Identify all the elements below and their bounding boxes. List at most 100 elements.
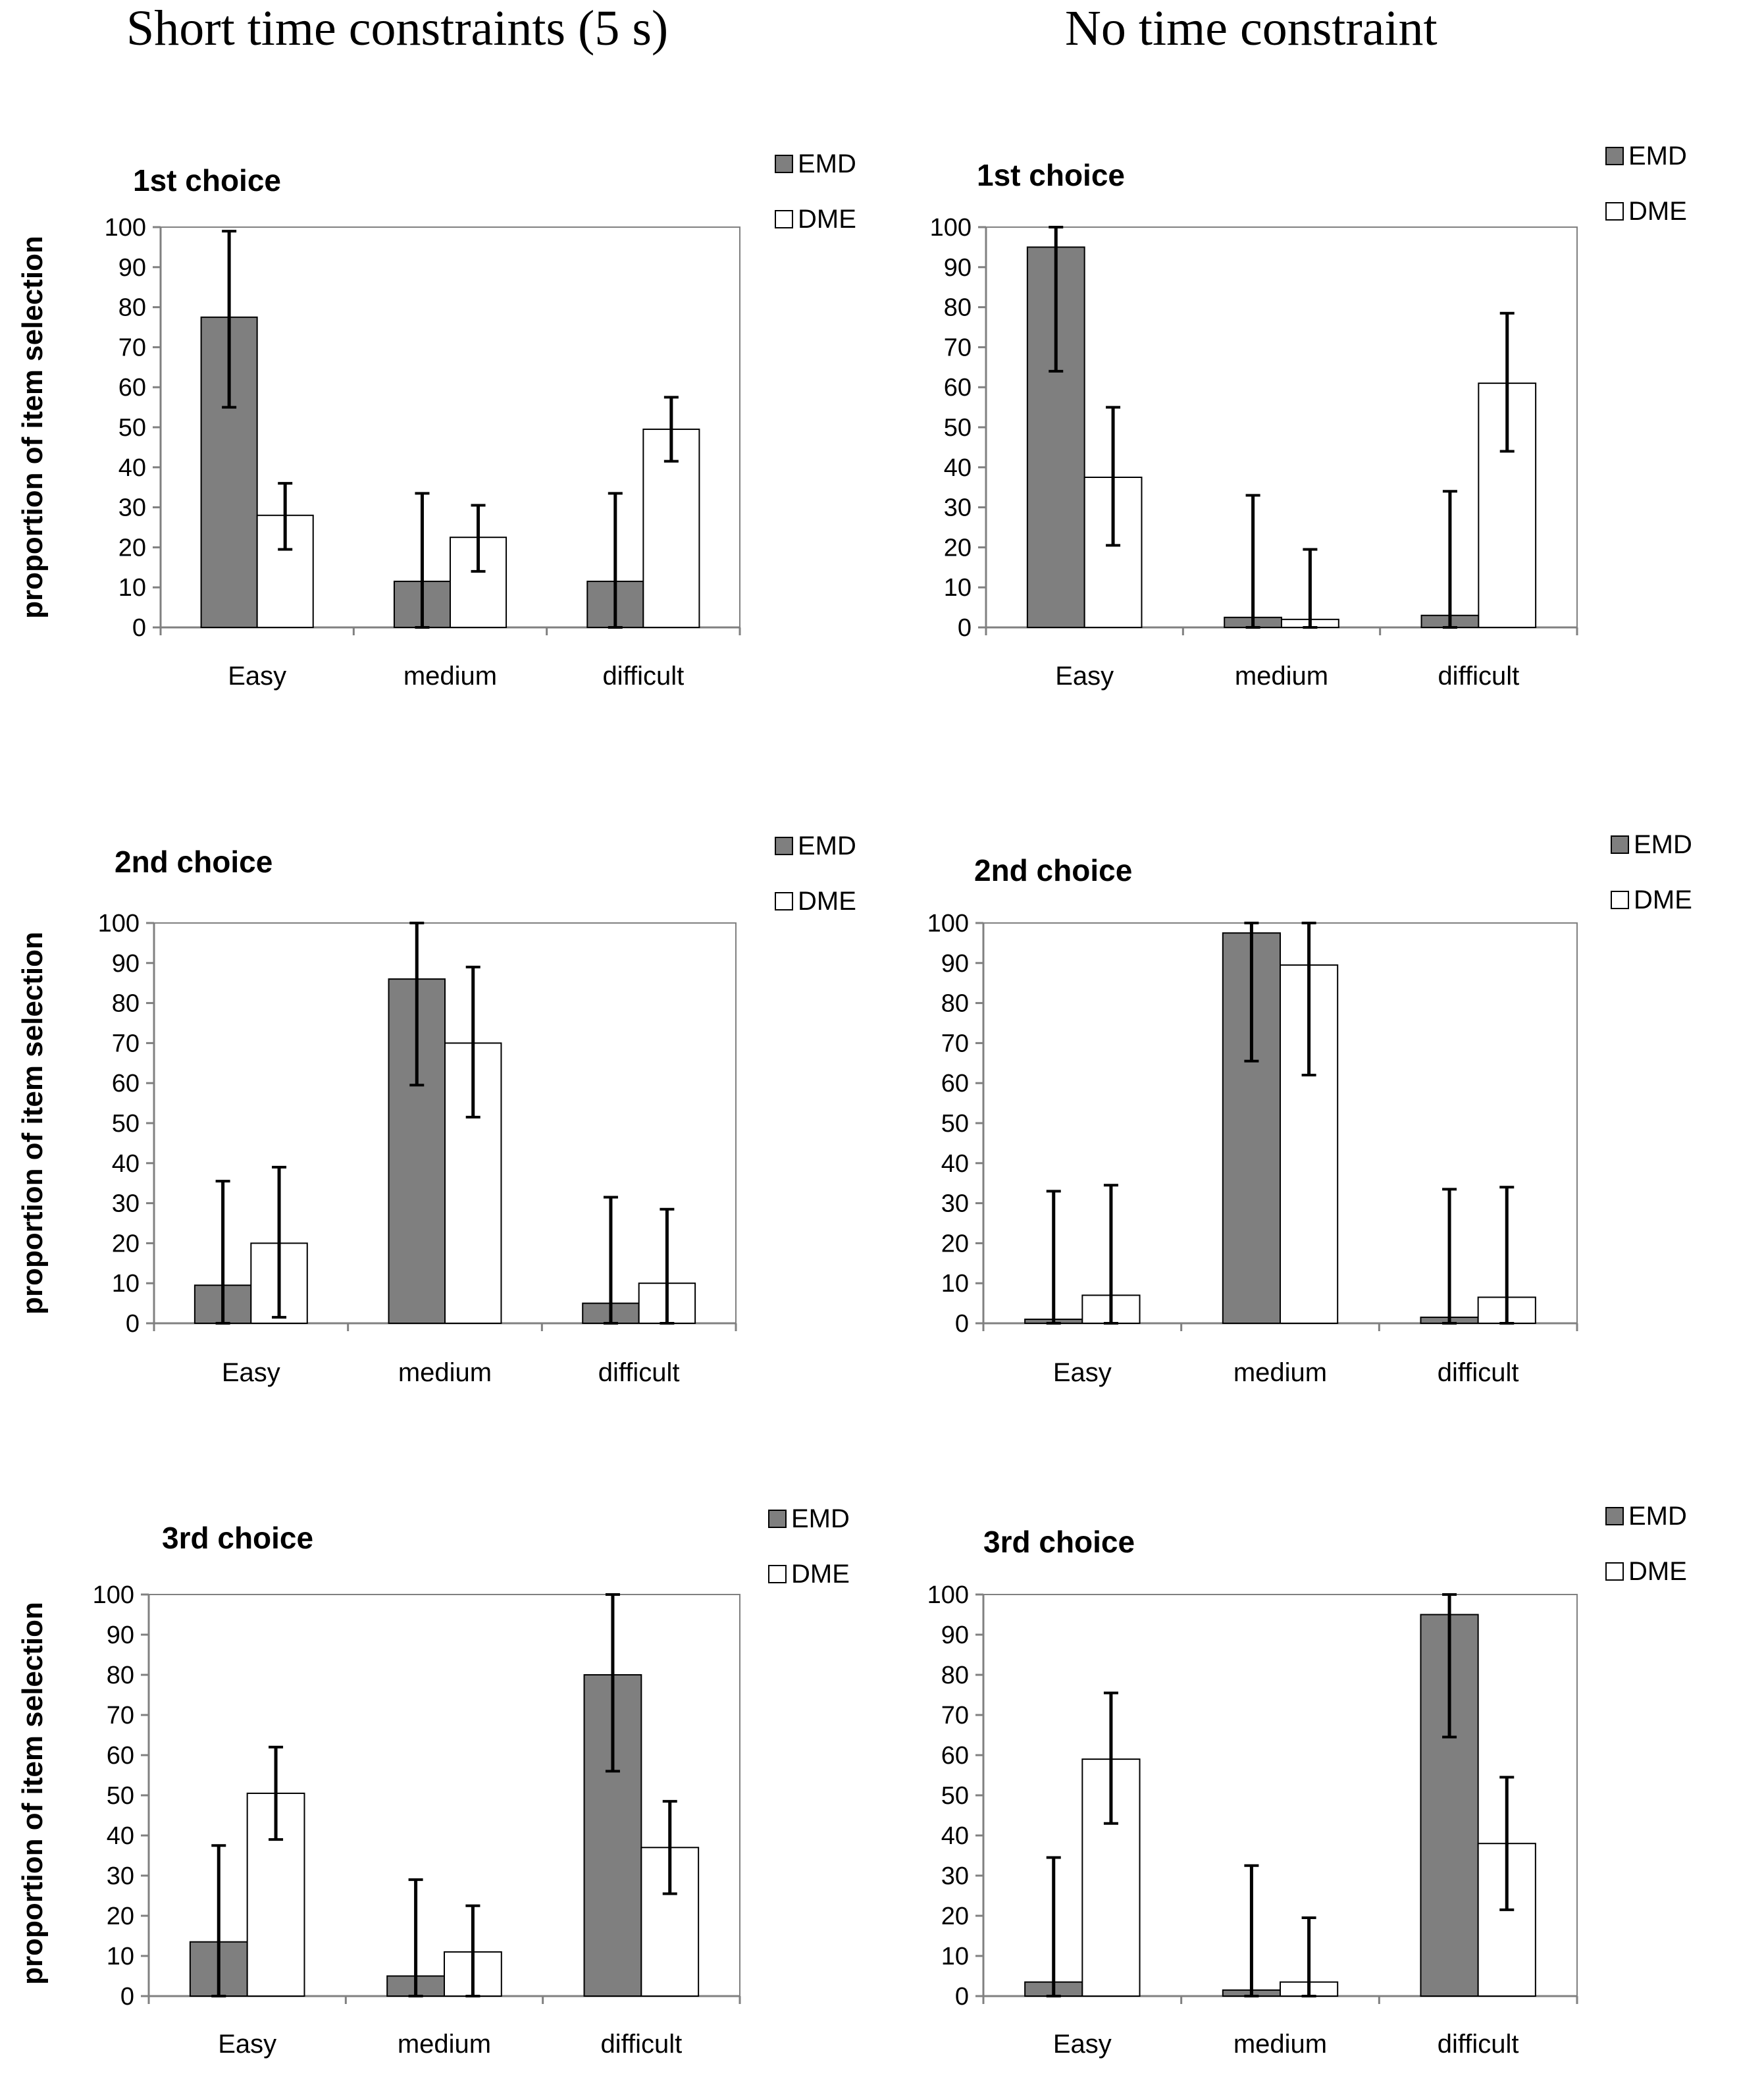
- legend-label-dme: DME: [798, 887, 856, 916]
- y-tick-label: 40: [944, 454, 972, 482]
- y-tick-label: 30: [941, 1190, 969, 1218]
- y-tick-label: 80: [941, 990, 969, 1018]
- legend-label-emd: EMD: [798, 149, 856, 178]
- y-tick-label: 50: [118, 414, 146, 442]
- y-tick-label: 90: [941, 950, 969, 978]
- x-category-label: difficult: [1438, 662, 1519, 691]
- y-tick-label: 40: [112, 1150, 140, 1178]
- y-tick-label: 60: [944, 374, 972, 402]
- legend-swatch-emd: [775, 155, 793, 173]
- chart-panel-1: 0 10 20 30 40 50 60 70 80 90 100 Easy medium difficul…: [16, 149, 856, 691]
- legend-swatch-emd: [775, 837, 793, 855]
- y-tick-label: 40: [107, 1822, 134, 1850]
- legend-swatch-emd: [1605, 147, 1624, 165]
- y-tick-label: 0: [955, 1310, 969, 1338]
- y-tick-label: 90: [941, 1622, 969, 1649]
- y-tick-label: 30: [107, 1862, 134, 1890]
- chart-panel-6: 0 10 20 30 40 50 60 70 80 90 100 Easy medium difficul…: [927, 1502, 1687, 2059]
- y-tick-label: 70: [941, 1702, 969, 1729]
- y-tick-label: 80: [944, 294, 972, 322]
- legend-swatch-dme: [775, 892, 793, 910]
- legend-label-dme: DME: [1628, 197, 1687, 226]
- y-tick-label: 80: [107, 1662, 134, 1689]
- legend-label-emd: EMD: [1628, 1502, 1687, 1531]
- y-tick-label: 80: [941, 1662, 969, 1689]
- legend-swatch-dme: [1605, 202, 1624, 221]
- x-category-label: difficult: [1438, 1358, 1519, 1387]
- panel-title: 2nd choice: [115, 845, 272, 879]
- y-tick-label: 40: [941, 1150, 969, 1178]
- y-tick-label: 100: [98, 910, 140, 937]
- x-category-label: Easy: [222, 1358, 280, 1387]
- y-tick-label: 90: [118, 254, 146, 282]
- y-tick-label: 30: [118, 494, 146, 522]
- x-category-label: medium: [1233, 2030, 1327, 2059]
- legend-label-dme: DME: [1634, 885, 1692, 914]
- legend-label-dme: DME: [1628, 1557, 1687, 1586]
- y-tick-label: 100: [927, 910, 969, 937]
- x-category-label: medium: [1233, 1358, 1327, 1387]
- y-tick-label: 10: [112, 1270, 140, 1298]
- chart-panel-2: 0 10 20 30 40 50 60 70 80 90 100 Easy medium difficul…: [930, 142, 1687, 691]
- x-category-label: medium: [398, 2030, 491, 2059]
- legend-swatch-emd: [1605, 1507, 1624, 1525]
- y-tick-label: 100: [93, 1581, 134, 1609]
- y-tick-label: 0: [958, 614, 972, 642]
- x-category-label: Easy: [1053, 1358, 1112, 1387]
- x-category-label: Easy: [1053, 2030, 1112, 2059]
- y-tick-label: 10: [941, 1270, 969, 1298]
- panel-title: 1st choice: [977, 158, 1125, 192]
- y-tick-label: 30: [112, 1190, 140, 1218]
- y-tick-label: 70: [112, 1030, 140, 1057]
- legend-swatch-dme: [768, 1565, 787, 1583]
- legend-label-emd: EMD: [1634, 830, 1692, 859]
- y-tick-label: 90: [944, 254, 972, 282]
- x-category-label: medium: [403, 662, 497, 691]
- y-tick-label: 60: [112, 1070, 140, 1097]
- legend-swatch-dme: [775, 210, 793, 228]
- y-tick-label: 50: [941, 1782, 969, 1810]
- y-tick-label: 90: [112, 950, 140, 978]
- legend-swatch-emd: [768, 1510, 787, 1528]
- y-axis-label: proportion of item selection: [16, 932, 49, 1315]
- y-tick-label: 60: [118, 374, 146, 402]
- x-category-label: medium: [1235, 662, 1328, 691]
- y-tick-label: 50: [107, 1782, 134, 1810]
- y-tick-label: 20: [112, 1230, 140, 1257]
- legend-label-emd: EMD: [791, 1504, 850, 1533]
- y-tick-label: 70: [118, 334, 146, 361]
- panel-title: 2nd choice: [974, 853, 1132, 887]
- y-tick-label: 20: [944, 534, 972, 562]
- chart-panel-4: 0 10 20 30 40 50 60 70 80 90 100 Easy medium difficul…: [927, 830, 1692, 1387]
- y-tick-label: 0: [132, 614, 146, 642]
- legend-label-emd: EMD: [1628, 142, 1687, 171]
- x-category-label: difficult: [600, 2030, 682, 2059]
- panel-title: 1st choice: [133, 163, 281, 198]
- y-tick-label: 50: [941, 1110, 969, 1138]
- y-tick-label: 10: [944, 574, 972, 602]
- y-axis-label: proportion of item selection: [16, 1602, 49, 1985]
- legend-swatch-emd: [1611, 835, 1629, 854]
- y-tick-label: 40: [941, 1822, 969, 1850]
- legend-swatch-dme: [1611, 891, 1629, 909]
- legend-label-dme: DME: [798, 205, 856, 234]
- x-category-label: Easy: [1055, 662, 1114, 691]
- y-tick-label: 60: [941, 1070, 969, 1097]
- y-tick-label: 20: [941, 1230, 969, 1257]
- y-tick-label: 0: [126, 1310, 140, 1338]
- x-category-label: difficult: [1438, 2030, 1519, 2059]
- y-tick-label: 10: [118, 574, 146, 602]
- y-tick-label: 100: [927, 1581, 969, 1609]
- y-tick-label: 60: [107, 1742, 134, 1770]
- x-category-label: Easy: [218, 2030, 276, 2059]
- y-tick-label: 70: [944, 334, 972, 361]
- y-tick-label: 90: [107, 1622, 134, 1649]
- column-title-short-time: Short time constraints (5 s): [126, 1, 669, 56]
- y-tick-label: 40: [118, 454, 146, 482]
- y-tick-label: 80: [112, 990, 140, 1018]
- x-category-label: medium: [398, 1358, 492, 1387]
- y-tick-label: 10: [941, 1943, 969, 1970]
- y-tick-label: 80: [118, 294, 146, 322]
- y-axis-label: proportion of item selection: [16, 236, 49, 619]
